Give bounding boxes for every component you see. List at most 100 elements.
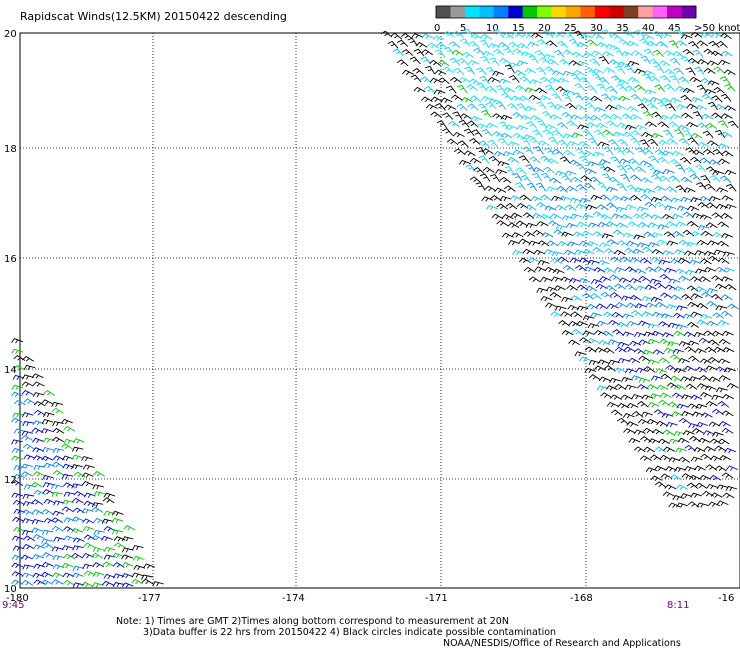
wind-barb: [31, 373, 44, 379]
wind-barb: [22, 443, 35, 450]
wind-barb: [402, 69, 414, 76]
wind-barb: [714, 129, 726, 139]
wind-barb: [499, 176, 512, 184]
wind-barb: [41, 418, 54, 425]
wind-barb: [518, 95, 531, 102]
wind-barb: [515, 220, 528, 227]
wind-barb: [601, 173, 612, 182]
wind-barb: [473, 167, 485, 175]
wind-barb: [475, 146, 486, 156]
wind-barb: [598, 339, 611, 346]
wind-barb: [71, 464, 83, 470]
wind-barb: [686, 103, 699, 110]
wind-barb: [680, 94, 692, 103]
wind-barb: [502, 151, 515, 157]
wind-barb: [621, 51, 634, 57]
wind-barb: [718, 358, 730, 364]
wind-barb: [613, 229, 625, 236]
wind-barb: [488, 155, 500, 164]
wind-barb: [516, 60, 529, 66]
wind-barb: [551, 195, 564, 202]
wind-barb: [626, 320, 639, 327]
wind-barb: [717, 158, 730, 165]
wind-barb: [23, 398, 36, 404]
wind-barbs: [10, 28, 740, 588]
wind-barb: [711, 212, 723, 219]
wind-barb: [554, 170, 567, 176]
wind-barb: [662, 213, 675, 220]
wind-barb: [442, 66, 454, 74]
wind-barb: [702, 430, 715, 436]
wind-barb: [688, 376, 701, 382]
wind-barb: [721, 330, 734, 337]
wind-barb: [614, 267, 627, 273]
wind-barb: [525, 222, 538, 229]
wind-barb: [435, 103, 446, 111]
wind-barb: [690, 132, 703, 139]
wind-barb: [681, 293, 693, 301]
wind-barb: [628, 437, 641, 444]
wind-barb: [721, 472, 734, 479]
wind-barb: [61, 545, 74, 551]
wind-barb: [563, 31, 575, 40]
wind-barb: [31, 509, 44, 515]
wind-barb: [578, 277, 591, 284]
wind-barb: [701, 230, 714, 237]
wind-barb: [650, 296, 663, 302]
wind-barb: [585, 285, 598, 292]
wind-barb: [590, 278, 603, 285]
wind-barb: [602, 129, 614, 137]
wind-barb: [699, 157, 711, 165]
wind-barb: [694, 348, 707, 354]
wind-barb: [51, 579, 64, 585]
wind-barb: [562, 70, 575, 77]
wind-barb: [507, 156, 520, 163]
wind-barb: [123, 525, 136, 531]
wind-barb: [662, 250, 674, 256]
wind-barb: [432, 35, 445, 41]
lat-tick-label: 16: [4, 254, 17, 265]
wind-barb: [629, 174, 642, 181]
wind-barb: [625, 85, 637, 93]
wind-barb: [524, 204, 537, 211]
wind-barb: [545, 40, 558, 48]
wind-barb: [713, 66, 725, 74]
wind-barb: [612, 329, 624, 336]
wind-barb: [651, 248, 664, 255]
wind-barb: [656, 420, 668, 427]
wind-barb: [630, 130, 643, 138]
wind-barb: [558, 320, 570, 327]
wind-barb: [687, 137, 699, 145]
wind-barb: [674, 249, 686, 255]
wind-barb: [675, 40, 688, 47]
wind-barb: [623, 29, 634, 39]
wind-barb: [446, 138, 459, 146]
wind-barb: [704, 183, 716, 191]
wind-barb: [649, 454, 662, 461]
wind-barb: [707, 240, 720, 246]
wind-barb: [617, 341, 630, 348]
wind-barb: [552, 31, 565, 38]
wind-barb: [492, 113, 504, 120]
wind-barb: [576, 42, 589, 48]
wind-barb: [690, 231, 703, 237]
wind-barb: [42, 446, 54, 453]
wind-barb: [425, 65, 436, 75]
wind-barb: [540, 276, 552, 283]
wind-barb: [717, 257, 730, 264]
map-title: Rapidscat Winds(12.5KM) 20150422 descend…: [20, 10, 287, 23]
wind-barb: [611, 195, 624, 201]
wind-barb: [636, 206, 649, 212]
wind-barb: [654, 266, 667, 272]
wind-barb: [630, 375, 643, 381]
wind-barb: [21, 463, 33, 469]
wind-barb: [608, 95, 621, 101]
wind-barb: [470, 116, 483, 122]
wind-barb: [672, 230, 685, 238]
wind-barb: [72, 582, 85, 588]
wind-barb: [675, 85, 688, 92]
wind-barb: [480, 173, 491, 182]
wind-barb: [501, 214, 514, 220]
legend-label: 5: [460, 23, 466, 34]
